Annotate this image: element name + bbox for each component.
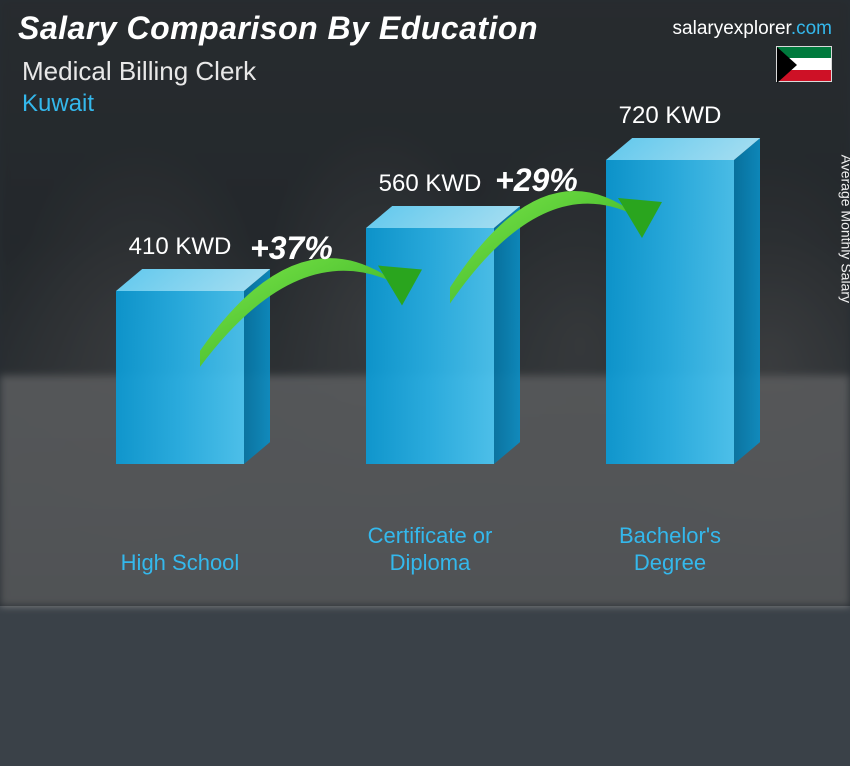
page-title: Salary Comparison By Education [18, 10, 538, 47]
bar-top [606, 138, 760, 160]
bar-value-label: 720 KWD [570, 102, 770, 130]
flag-trapezoid [777, 47, 797, 83]
brand-text: salaryexplorer.com [673, 18, 832, 40]
jump-arrowhead [618, 198, 662, 238]
brand-domain: .com [791, 18, 832, 39]
jump-arc [450, 191, 640, 304]
jump-percent-label: +29% [495, 162, 578, 199]
page-subtitle: Medical Billing Clerk [22, 56, 256, 87]
country-label: Kuwait [22, 90, 94, 118]
bar-chart: 410 KWDHigh School560 KWDCertificate orD… [50, 160, 790, 576]
brand-main: salaryexplorer [673, 18, 791, 39]
content-layer: Salary Comparison By Education Medical B… [0, 0, 850, 606]
flag-kuwait [776, 46, 832, 82]
jump-arrow [50, 160, 850, 766]
